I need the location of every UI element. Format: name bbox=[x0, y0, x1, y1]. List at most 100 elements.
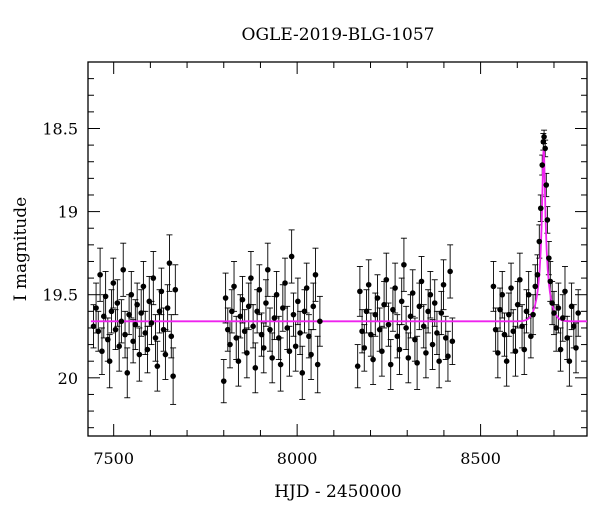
data-point bbox=[97, 271, 103, 278]
data-point bbox=[543, 182, 550, 188]
data-point bbox=[158, 288, 165, 295]
data-point bbox=[418, 278, 425, 285]
data-point bbox=[269, 355, 275, 361]
x-tick-label: 8500 bbox=[460, 449, 501, 468]
data-point bbox=[140, 283, 147, 290]
data-point bbox=[438, 310, 445, 316]
data-point bbox=[284, 325, 291, 331]
data-point bbox=[423, 350, 429, 356]
data-point bbox=[258, 331, 265, 338]
data-point bbox=[392, 285, 398, 291]
data-point bbox=[108, 308, 115, 315]
data-point bbox=[120, 266, 127, 273]
data-point bbox=[297, 330, 303, 336]
data-point bbox=[138, 310, 145, 316]
data-point bbox=[254, 308, 260, 315]
data-point bbox=[523, 308, 530, 315]
model-layer bbox=[90, 148, 587, 323]
data-point bbox=[308, 351, 314, 358]
data-point bbox=[495, 350, 501, 356]
data-point bbox=[368, 331, 374, 338]
data-point bbox=[256, 286, 263, 293]
data-point bbox=[440, 281, 447, 288]
data-point bbox=[573, 345, 579, 351]
data-point bbox=[100, 313, 107, 320]
data-point bbox=[499, 291, 506, 298]
data-point bbox=[521, 346, 528, 353]
data-point bbox=[539, 162, 546, 168]
data-point bbox=[390, 306, 396, 313]
data-points bbox=[90, 134, 581, 384]
data-point bbox=[144, 346, 151, 353]
data-point bbox=[134, 301, 140, 308]
data-point bbox=[90, 323, 97, 330]
model-curve bbox=[90, 148, 587, 323]
data-point bbox=[541, 134, 547, 140]
x-tick-label: 8000 bbox=[277, 449, 318, 468]
data-point bbox=[361, 345, 368, 351]
data-point bbox=[412, 336, 418, 343]
data-point bbox=[233, 335, 240, 341]
data-point bbox=[299, 370, 306, 376]
data-point bbox=[403, 325, 409, 331]
data-point bbox=[445, 353, 451, 360]
data-point bbox=[295, 298, 301, 305]
data-point bbox=[106, 358, 113, 365]
data-point bbox=[271, 315, 278, 321]
data-point bbox=[376, 326, 383, 333]
data-point bbox=[551, 310, 557, 316]
data-point bbox=[394, 333, 401, 340]
data-point bbox=[154, 363, 161, 369]
data-point bbox=[401, 261, 407, 268]
data-point bbox=[124, 370, 131, 376]
data-point bbox=[306, 333, 312, 340]
data-point bbox=[244, 350, 250, 356]
plot-area bbox=[87, 61, 588, 437]
data-point bbox=[248, 275, 254, 281]
data-point bbox=[497, 306, 503, 313]
data-point bbox=[260, 345, 267, 351]
data-point bbox=[501, 331, 508, 338]
data-point bbox=[370, 356, 376, 363]
data-point bbox=[114, 300, 121, 306]
data-point bbox=[564, 335, 570, 341]
data-point bbox=[310, 303, 317, 310]
data-point bbox=[555, 305, 562, 311]
data-point bbox=[172, 286, 179, 293]
data-point bbox=[431, 300, 438, 306]
data-point bbox=[303, 285, 310, 291]
data-point bbox=[105, 336, 111, 343]
data-point bbox=[164, 305, 171, 311]
x-tick-label: 7500 bbox=[93, 449, 134, 468]
data-point bbox=[508, 285, 514, 291]
data-point bbox=[130, 338, 136, 345]
data-point bbox=[282, 280, 288, 286]
y-tick-label: 18.5 bbox=[42, 119, 78, 138]
data-point bbox=[425, 308, 431, 315]
data-point bbox=[102, 293, 109, 300]
data-point bbox=[429, 341, 436, 348]
data-point bbox=[99, 348, 105, 355]
x-axis-label: HJD - 2450000 bbox=[274, 482, 402, 502]
data-point bbox=[525, 291, 532, 298]
data-point bbox=[239, 296, 246, 303]
data-point bbox=[95, 328, 102, 335]
data-point bbox=[409, 290, 416, 296]
data-point bbox=[118, 318, 125, 325]
data-point bbox=[414, 360, 420, 366]
data-point bbox=[503, 358, 510, 365]
y-axis-label: I magnitude bbox=[11, 197, 31, 301]
data-point bbox=[534, 271, 541, 278]
y-tick-label: 19 bbox=[58, 203, 78, 222]
data-point bbox=[116, 343, 122, 350]
data-point bbox=[277, 361, 284, 368]
data-point bbox=[512, 348, 519, 355]
data-point bbox=[231, 283, 237, 290]
data-point bbox=[530, 311, 536, 318]
data-point bbox=[549, 300, 555, 306]
data-point bbox=[387, 361, 394, 368]
data-point bbox=[383, 276, 390, 283]
data-point bbox=[160, 326, 167, 333]
data-point bbox=[396, 346, 403, 353]
